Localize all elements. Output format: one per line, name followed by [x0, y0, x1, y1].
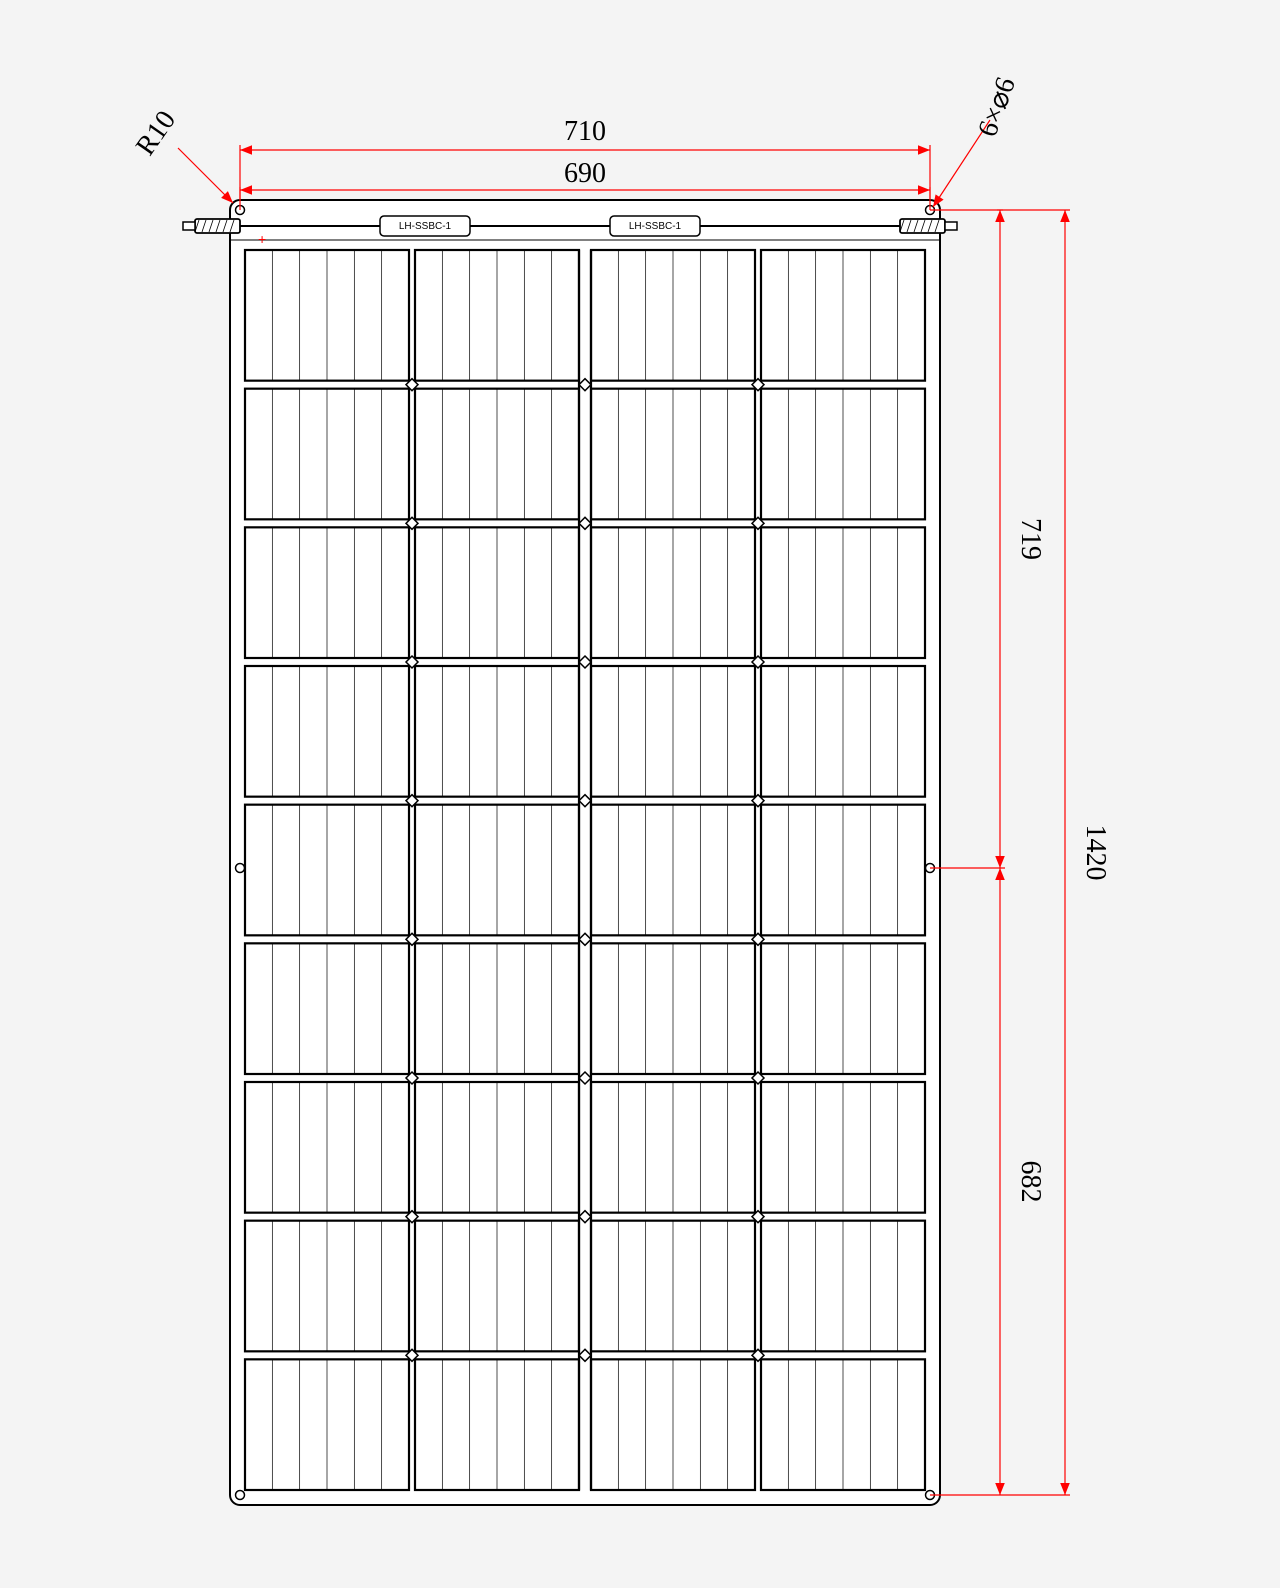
mounting-hole — [236, 864, 245, 873]
panel-outline — [230, 200, 940, 1505]
dimension-label: 710 — [564, 116, 606, 147]
polarity-plus: + — [258, 231, 266, 247]
junction-box-label: LH-SSBC-1 — [629, 221, 682, 232]
hole-callout: 6×⌀6 — [972, 73, 1022, 141]
dimension-label: 682 — [1015, 1161, 1046, 1203]
radius-callout: R10 — [130, 105, 182, 161]
dimension-label: 690 — [564, 158, 606, 189]
dimension-label: 719 — [1015, 518, 1046, 560]
solar-panel — [230, 200, 940, 1505]
dimension-label: 1420 — [1080, 825, 1111, 881]
junction-box-label: LH-SSBC-1 — [399, 221, 452, 232]
technical-drawing: LH-SSBC-1 LH-SSBC-1 + 710 690 R10 6×⌀6 719 682… — [0, 0, 1280, 1588]
mounting-hole — [236, 1491, 245, 1500]
